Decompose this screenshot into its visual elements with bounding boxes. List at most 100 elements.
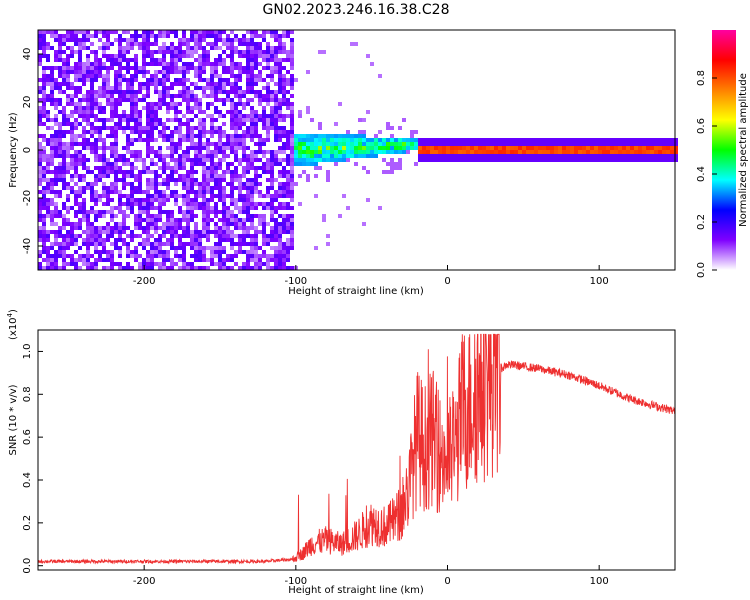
spectrogram-cell <box>582 142 586 146</box>
spectrogram-cell <box>414 142 418 146</box>
spectrogram-cell <box>230 234 234 238</box>
spectrogram-cell <box>234 198 238 202</box>
spectrogram-cell <box>254 122 258 126</box>
spectrogram-cell <box>114 242 118 246</box>
spectrogram-cell <box>278 250 282 254</box>
spectrogram-cell <box>130 194 134 198</box>
spectrogram-cell <box>158 198 162 202</box>
spectrogram-cell <box>238 266 242 270</box>
spectrogram-cell <box>86 54 90 58</box>
spectrogram-cell <box>286 186 290 190</box>
spectrogram-cell <box>278 90 282 94</box>
spectrogram-cell <box>142 54 146 58</box>
spectrogram-cell <box>50 242 54 246</box>
spectrogram-cell <box>182 138 186 142</box>
spectrogram-cell <box>478 158 482 162</box>
spectrogram-cell <box>290 218 294 222</box>
spectrogram-cell <box>102 190 106 194</box>
spectrogram-cell <box>118 118 122 122</box>
spectrogram-cell <box>614 142 618 146</box>
spectrogram-cell <box>198 150 202 154</box>
spectrogram-cell <box>254 90 258 94</box>
spectrogram-cell <box>286 134 290 138</box>
spectrogram-cell <box>142 190 146 194</box>
spectrogram-cell <box>514 142 518 146</box>
spectrogram-cell <box>638 158 642 162</box>
spectrogram-cell <box>234 78 238 82</box>
spectrogram-cell <box>546 142 550 146</box>
spectrogram-cell <box>46 166 50 170</box>
spectrogram-cell <box>282 194 286 198</box>
spectrogram-cell <box>142 126 146 130</box>
spectrogram-cell <box>226 210 230 214</box>
spectrogram-cell <box>82 30 86 34</box>
spectrogram-cell <box>230 70 234 74</box>
spectrogram-cell <box>290 158 294 162</box>
spectrogram-cell <box>242 50 246 54</box>
spectrogram-cell <box>78 158 82 162</box>
spectrogram-cell <box>202 226 206 230</box>
spectrogram-cell <box>166 46 170 50</box>
spectrogram-cell <box>566 146 570 150</box>
spectrogram-cell <box>214 142 218 146</box>
spectrogram-cell <box>78 102 82 106</box>
spectrogram-cell <box>150 30 154 34</box>
spectrogram-cell <box>174 58 178 62</box>
spectrogram-cell <box>38 106 42 110</box>
snr-x-tick-label: -200 <box>133 576 156 587</box>
spectrogram-cell <box>214 206 218 210</box>
spectrogram-cell <box>290 134 294 138</box>
spectrogram-cell <box>166 186 170 190</box>
spectrogram-cell <box>138 138 142 142</box>
spectrogram-cell <box>66 46 70 50</box>
spectrogram-cell <box>346 150 350 154</box>
spectrogram-cell <box>46 66 50 70</box>
spectrogram-cell <box>54 118 58 122</box>
spectrogram-cell <box>146 50 150 54</box>
spectrogram-cell <box>46 246 50 250</box>
spectrogram-cell <box>50 146 54 150</box>
spectrogram-cell <box>130 234 134 238</box>
spectrogram-cell <box>106 102 110 106</box>
spectrogram-cell <box>250 190 254 194</box>
spectrogram-cell <box>54 34 58 38</box>
spectrogram-cell <box>66 182 70 186</box>
spectrogram-cell <box>190 54 194 58</box>
spectrogram-cell <box>250 110 254 114</box>
spectrogram-cell <box>86 98 90 102</box>
spectrogram-cell <box>214 154 218 158</box>
spectrogram-cell <box>278 98 282 102</box>
spectrogram-cell <box>46 46 50 50</box>
spectrogram-cell <box>62 218 66 222</box>
spectrogram-cell <box>250 46 254 50</box>
spectrogram-cell <box>134 154 138 158</box>
spectrogram-cell <box>306 146 310 150</box>
spectrogram-cell <box>118 198 122 202</box>
spectrogram-cell <box>274 246 278 250</box>
spectrogram-cell <box>330 138 334 142</box>
spectrogram-cell <box>622 146 626 150</box>
spectrogram-cell <box>214 126 218 130</box>
spectrogram-cell <box>154 34 158 38</box>
spectrogram-cell <box>106 126 110 130</box>
spectrogram-cell <box>622 138 626 142</box>
spectrogram-cell <box>298 174 302 178</box>
spectrogram-cell <box>62 158 66 162</box>
spectrogram-cell <box>654 146 658 150</box>
spectrogram-cell <box>266 238 270 242</box>
spectrogram-cell <box>134 198 138 202</box>
spectrogram-cell <box>58 42 62 46</box>
spectrogram-cell <box>286 250 290 254</box>
spectrogram-cell <box>66 34 70 38</box>
spectrogram-cell <box>202 234 206 238</box>
spectrogram-cell <box>130 250 134 254</box>
spectrogram-cell <box>242 226 246 230</box>
spectrogram-cell <box>578 150 582 154</box>
spectrogram-cell <box>278 194 282 198</box>
spectrogram-cell <box>142 226 146 230</box>
spectrogram-cell <box>242 90 246 94</box>
spectrogram-cell <box>230 210 234 214</box>
spectrogram-cell <box>454 142 458 146</box>
spectrogram-cell <box>218 30 222 34</box>
spectrogram-cell <box>426 150 430 154</box>
